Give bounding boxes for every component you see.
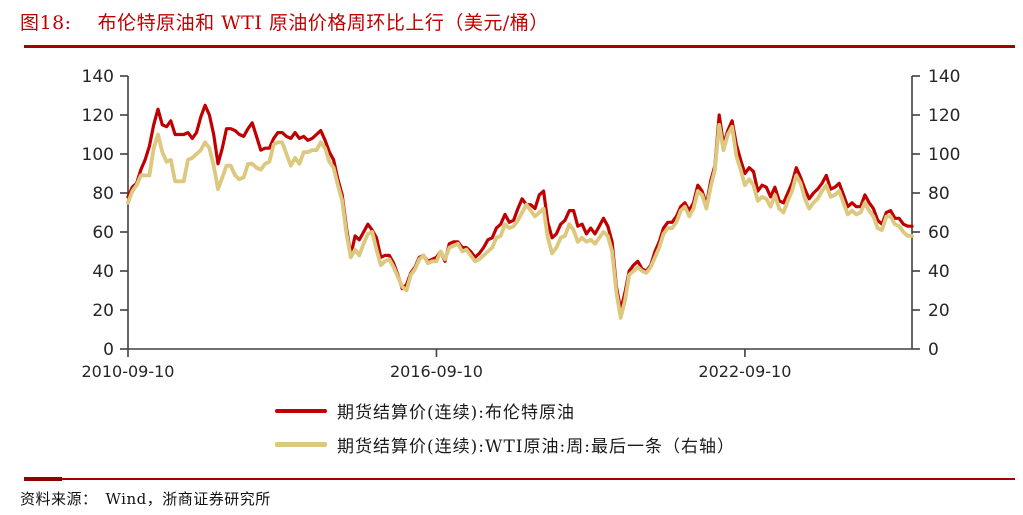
figure-number: 图18: [20, 12, 72, 34]
y-axis-label-left: 120 [82, 106, 114, 126]
y-axis-label-right: 80 [928, 184, 950, 204]
y-axis-label-right: 100 [928, 145, 960, 165]
oil-price-line-chart: 0 0 20 20 40 40 60 60 80 80 100 100 120 120 140 140 2010… [82, 67, 961, 381]
y-axis-label-right: 40 [928, 262, 950, 282]
y-axis-label-right: 140 [928, 67, 960, 87]
y-axis-label-left: 140 [82, 67, 114, 87]
x-axis-label: 2022-09-10 [698, 362, 791, 381]
figure-title: 布伦特原油和 WTI 原油价格周环比上行（美元/桶） [97, 12, 549, 34]
title-divider [24, 45, 1015, 48]
legend-item-brent: 期货结算价(连续):布伦特原油 [275, 398, 735, 423]
brent-line-swatch [275, 408, 327, 413]
y-axis-label-left: 100 [82, 145, 114, 165]
brent-price-line [126, 103, 914, 312]
legend-label-wti: 期货结算价(连续):WTI原油:周:最后一条（右轴） [337, 437, 735, 457]
y-axis-label-left: 0 [103, 340, 114, 360]
source-text: Wind，浙商证券研究所 [105, 490, 271, 508]
legend-label-brent: 期货结算价(连续):布伦特原油 [337, 403, 575, 423]
source-label: 资料来源： [20, 490, 98, 508]
wti-line-swatch [275, 442, 327, 447]
figure-title-row: 图18: 布伦特原油和 WTI 原油价格周环比上行（美元/桶） [20, 8, 1010, 35]
wti-price-line [126, 122, 914, 320]
y-axis-label-left: 60 [92, 223, 114, 243]
y-axis-label-right: 0 [928, 340, 939, 360]
y-axis-label-left: 20 [92, 301, 114, 321]
chart-legend: 期货结算价(连续):布伦特原油 期货结算价(连续):WTI原油:周:最后一条（右… [275, 398, 735, 457]
y-axis-label-right: 20 [928, 301, 950, 321]
x-axis-label: 2010-09-10 [82, 362, 175, 381]
footer-divider-thick [24, 477, 62, 481]
y-axis-label-right: 60 [928, 223, 950, 243]
legend-item-wti: 期货结算价(连续):WTI原油:周:最后一条（右轴） [275, 432, 735, 457]
y-axis-label-left: 40 [92, 262, 114, 282]
footer-divider-thin [24, 478, 1015, 480]
y-axis-label-right: 120 [928, 106, 960, 126]
x-axis-label: 2016-09-10 [390, 362, 483, 381]
source-note: 资料来源： Wind，浙商证券研究所 [20, 488, 271, 509]
footer-divider [24, 477, 1015, 481]
y-axis-label-left: 80 [92, 184, 114, 204]
